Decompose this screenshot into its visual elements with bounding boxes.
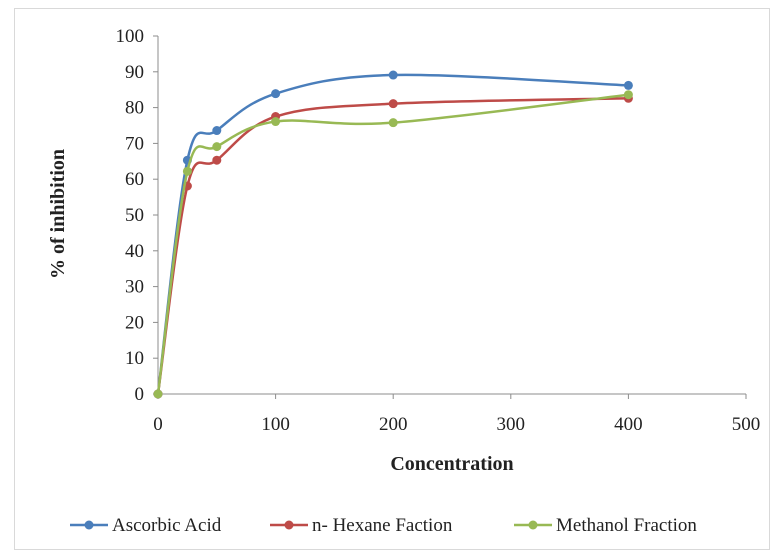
y-tick-label: 70 <box>125 133 144 154</box>
legend: Ascorbic Acid n- Hexane Faction Methanol F… <box>70 515 697 536</box>
y-tick-label: 90 <box>125 62 144 83</box>
data-point <box>388 99 398 109</box>
data-point <box>271 89 281 99</box>
data-point <box>212 126 222 136</box>
x-axis-title: Concentration <box>390 453 513 475</box>
y-tick-label: 10 <box>125 348 144 369</box>
data-point <box>388 70 398 80</box>
x-tick-label: 0 <box>153 414 163 435</box>
x-tick-label: 100 <box>261 414 290 435</box>
x-tick-label: 300 <box>497 414 526 435</box>
series-line <box>156 93 629 395</box>
y-tick-label: 20 <box>125 312 144 333</box>
series-group <box>153 70 633 399</box>
x-tick-label: 400 <box>614 414 643 435</box>
data-point <box>623 80 633 90</box>
legend-item: Ascorbic Acid <box>70 515 222 536</box>
y-tick-label: 50 <box>125 205 144 226</box>
y-tick-label: 30 <box>125 277 144 298</box>
x-tick-labels: 0 100 200 300 400 500 <box>153 414 760 435</box>
legend-label: n- Hexane Faction <box>312 515 453 536</box>
data-point <box>212 142 222 152</box>
axes <box>153 35 747 399</box>
series-line <box>156 97 629 395</box>
y-tick-label: 40 <box>125 241 144 262</box>
y-tick-label: 60 <box>125 169 144 190</box>
legend-label: Methanol Fraction <box>556 515 697 536</box>
legend-marker <box>284 520 294 530</box>
series-3 <box>153 90 633 399</box>
x-tick-label: 500 <box>732 414 761 435</box>
y-tick-label: 100 <box>116 26 145 47</box>
data-point <box>153 389 163 399</box>
y-axis-title: % of inhibition <box>47 149 69 279</box>
data-point <box>623 90 633 100</box>
data-point <box>182 166 192 176</box>
data-point <box>388 118 398 128</box>
legend-marker <box>528 520 538 530</box>
y-tick-label: 80 <box>125 98 144 119</box>
legend-item: n- Hexane Faction <box>270 515 453 536</box>
series-2 <box>153 93 633 399</box>
data-point <box>271 117 281 127</box>
chart-frame <box>14 8 770 550</box>
y-tick-label: 0 <box>135 384 145 405</box>
data-point <box>212 155 222 165</box>
legend-item: Methanol Fraction <box>514 515 697 536</box>
legend-label: Ascorbic Acid <box>112 515 222 536</box>
y-tick-labels: 0 10 20 30 40 50 60 70 80 90 100 <box>116 26 145 405</box>
legend-marker <box>84 520 94 530</box>
x-tick-label: 200 <box>379 414 408 435</box>
